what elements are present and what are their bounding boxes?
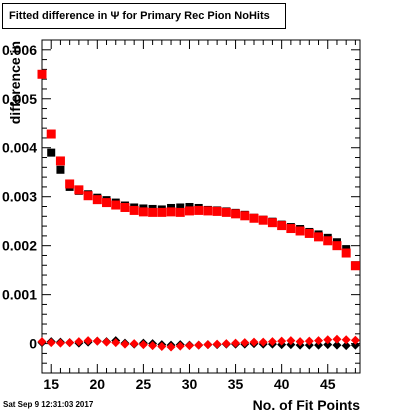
data-point-square — [175, 207, 185, 217]
axis-tick-labels: 15 20 25 30 35 40 45 0 0.001 0.002 0.003 0.004 0.005… — [2, 42, 336, 392]
data-point-diamond — [148, 341, 158, 351]
data-point-diamond — [240, 338, 250, 348]
data-point-square — [258, 215, 268, 225]
data-point-diamond — [258, 337, 268, 347]
data-point-diamond — [323, 335, 333, 345]
y-tick-label: 0.005 — [2, 91, 37, 107]
data-point-square — [56, 165, 65, 174]
data-point-diamond — [267, 337, 277, 347]
data-point-diamond — [332, 340, 342, 350]
data-point-diamond — [92, 336, 102, 346]
y-tick-label: 0.004 — [2, 140, 37, 156]
x-tick-label: 25 — [136, 376, 152, 392]
data-point-square — [148, 207, 158, 217]
data-point-diamond — [314, 336, 324, 346]
axis-ticks — [41, 39, 360, 373]
x-tick-label: 45 — [320, 376, 336, 392]
data-point-square — [231, 209, 241, 219]
data-point-diamond — [184, 341, 194, 351]
y-tick-label: 0 — [29, 336, 37, 352]
data-point-diamond — [332, 334, 342, 344]
x-tick-label: 40 — [274, 376, 290, 392]
data-point-diamond — [111, 338, 121, 348]
data-point-diamond — [231, 338, 241, 348]
data-point-square — [304, 228, 314, 238]
data-point-square — [120, 202, 130, 212]
data-point-square — [166, 207, 176, 217]
data-point-diamond — [129, 339, 139, 349]
y-tick-label: 0.003 — [2, 189, 37, 205]
data-point-diamond — [37, 337, 47, 347]
data-point-square — [277, 221, 287, 231]
data-point-square — [194, 205, 204, 215]
timestamp: Sat Sep 9 12:31:03 2017 — [3, 400, 94, 409]
data-point-square — [37, 69, 47, 79]
x-tick-label: 30 — [182, 376, 198, 392]
data-point-square — [157, 207, 167, 217]
data-point-diamond — [120, 339, 130, 349]
data-point-diamond — [286, 336, 296, 346]
data-point-square — [65, 179, 75, 189]
data-point-diamond — [83, 336, 93, 346]
data-point-square — [184, 206, 194, 216]
data-point-diamond — [295, 337, 305, 347]
data-point-square — [240, 211, 250, 221]
x-tick-label: 35 — [228, 376, 244, 392]
data-point-diamond — [350, 340, 360, 350]
data-point-square — [129, 205, 139, 215]
data-point-diamond — [323, 340, 333, 350]
data-point-diamond — [65, 338, 75, 348]
data-point-square — [286, 224, 296, 234]
data-point-diamond — [157, 342, 167, 352]
data-point-square — [295, 226, 305, 236]
data-point-square — [341, 248, 351, 258]
data-point-square — [212, 206, 222, 216]
data-points — [37, 69, 360, 352]
data-point-diamond — [304, 336, 314, 346]
data-point-square — [221, 207, 231, 217]
x-tick-label: 20 — [90, 376, 106, 392]
data-point-square — [138, 207, 148, 217]
y-axis-label: difference in — [7, 41, 23, 124]
data-point-diamond — [194, 340, 204, 350]
data-point-diamond — [46, 338, 56, 348]
data-point-diamond — [341, 335, 351, 345]
x-tick-label: 15 — [43, 376, 59, 392]
data-point-diamond — [212, 339, 222, 349]
data-point-diamond — [175, 341, 185, 351]
chart-title: Fitted difference in Ψ for Primary Rec P… — [2, 3, 286, 29]
data-point-diamond — [102, 337, 112, 347]
y-tick-label: 0.002 — [2, 238, 37, 254]
data-point-square — [102, 198, 112, 208]
data-point-square — [111, 200, 121, 210]
data-point-diamond — [341, 341, 351, 351]
data-point-diamond — [74, 337, 84, 347]
data-point-square — [332, 241, 342, 251]
data-point-diamond — [55, 338, 65, 348]
data-point-diamond — [166, 342, 176, 352]
data-point-square — [203, 206, 213, 216]
y-tick-label: 0.006 — [2, 42, 37, 58]
data-point-diamond — [138, 340, 148, 350]
data-point-square — [74, 185, 84, 195]
data-point-square — [83, 191, 93, 201]
data-point-diamond — [350, 335, 360, 345]
x-axis-label: No. of Fit Points — [253, 397, 361, 413]
data-point-diamond — [277, 336, 287, 346]
data-point-square — [92, 195, 102, 205]
data-point-square — [46, 129, 56, 139]
data-point-diamond — [249, 337, 259, 347]
data-point-diamond — [203, 340, 213, 350]
data-point-square — [55, 156, 65, 166]
data-point-square — [350, 261, 360, 271]
data-point-square — [323, 236, 333, 246]
data-point-diamond — [221, 339, 231, 349]
y-tick-label: 0.001 — [2, 287, 37, 303]
data-point-square — [314, 232, 324, 242]
data-point-square — [176, 203, 185, 212]
data-point-square — [47, 148, 56, 157]
data-point-square — [249, 213, 259, 223]
data-point-square — [267, 218, 277, 228]
